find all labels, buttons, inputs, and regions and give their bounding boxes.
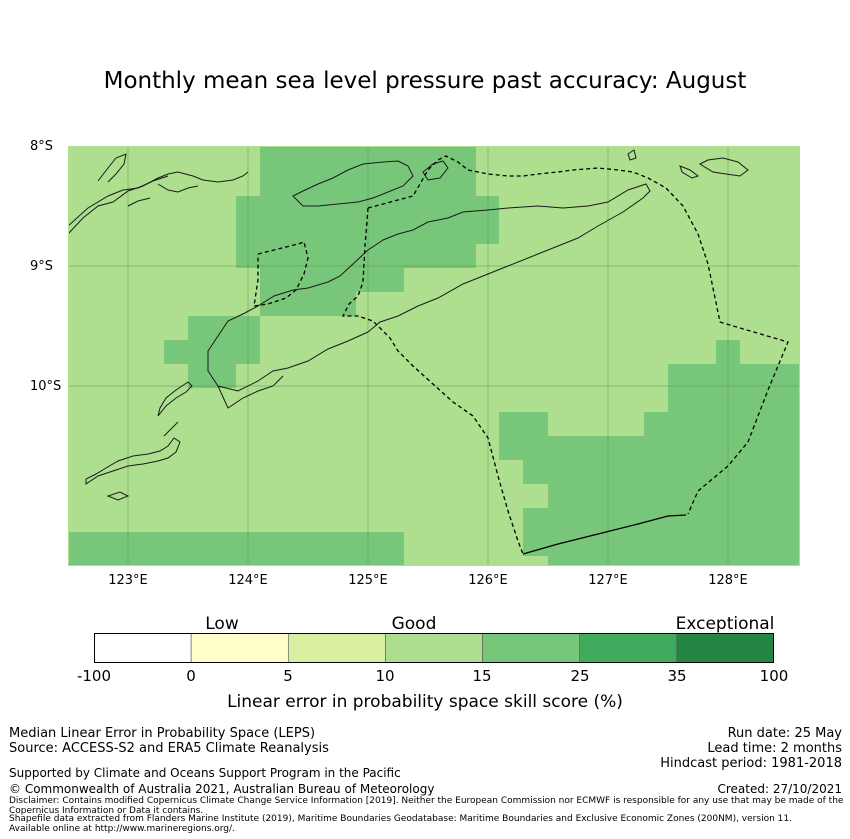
lon-label-124e: 124°E — [228, 573, 268, 588]
colorbar — [94, 633, 774, 663]
colorbar-segment — [482, 633, 581, 663]
page-title: Monthly mean sea level pressure past acc… — [103, 68, 747, 94]
colorbar-tick: 0 — [186, 667, 196, 685]
footer-shapefile: Shapefile data extracted from Flanders M… — [9, 814, 792, 834]
lon-label-125e: 125°E — [348, 573, 388, 588]
footer-supported: Supported by Climate and Oceans Support … — [9, 766, 401, 780]
lat-label-9s: 9°S — [30, 259, 54, 274]
colorbar-category-good: Good — [391, 614, 437, 634]
skill-high-cells — [68, 146, 800, 566]
footer-created: Created: 27/10/2021 — [717, 782, 842, 796]
footer-method: Median Linear Error in Probability Space… — [9, 726, 316, 741]
lat-label-10s: 10°S — [30, 379, 62, 394]
lon-label-127e: 127°E — [588, 573, 628, 588]
colorbar-tick: 15 — [472, 667, 492, 685]
colorbar-segment — [94, 633, 192, 663]
colorbar-segment — [676, 633, 774, 663]
footer-disclaimer: Disclaimer: Contains modified Copernicus… — [9, 796, 844, 816]
colorbar-tick: 35 — [667, 667, 687, 685]
eez-boundary — [253, 155, 789, 555]
lon-label-123e: 123°E — [108, 573, 148, 588]
footer-lead-time: Lead time: 2 months — [707, 741, 842, 756]
colorbar-tick: -100 — [76, 667, 112, 685]
colorbar-tick: 10 — [375, 667, 395, 685]
lon-label-126e: 126°E — [468, 573, 508, 588]
colorbar-tick: 5 — [283, 667, 293, 685]
colorbar-category-exceptional: Exceptional — [675, 614, 775, 634]
map-panel — [68, 146, 800, 566]
footer-run-date: Run date: 25 May — [727, 726, 842, 741]
lon-label-128e: 128°E — [708, 573, 748, 588]
colorbar-segment — [385, 633, 483, 663]
colorbar-label: Linear error in probability space skill … — [227, 692, 623, 712]
skill-map — [68, 146, 800, 566]
lat-label-8s: 8°S — [30, 139, 54, 154]
footer-hindcast: Hindcast period: 1981-2018 — [660, 756, 842, 771]
footer-copyright: © Commonwealth of Australia 2021, Austra… — [9, 782, 435, 796]
colorbar-segment — [287, 633, 386, 663]
colorbar-tick: 100 — [759, 667, 789, 685]
coastlines — [68, 149, 749, 501]
colorbar-segment — [190, 633, 289, 663]
footer-source: Source: ACCESS-S2 and ERA5 Climate Reana… — [9, 741, 329, 756]
colorbar-tick: 25 — [570, 667, 590, 685]
colorbar-segment — [579, 633, 678, 663]
colorbar-category-low: Low — [205, 614, 239, 634]
